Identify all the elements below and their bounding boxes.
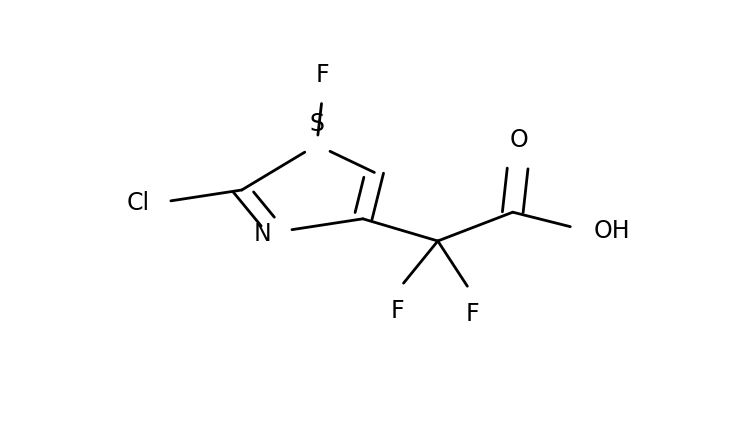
- Text: S: S: [310, 112, 324, 136]
- Text: F: F: [315, 63, 330, 87]
- Text: OH: OH: [594, 219, 630, 243]
- Text: N: N: [254, 222, 272, 246]
- Text: F: F: [391, 299, 404, 323]
- Text: Cl: Cl: [126, 191, 150, 215]
- Text: O: O: [509, 128, 528, 152]
- Text: F: F: [466, 302, 479, 326]
